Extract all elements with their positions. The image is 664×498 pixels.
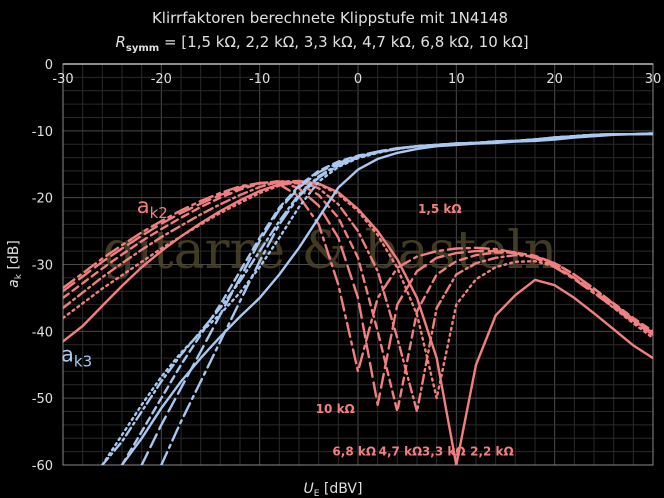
series-line-k3 [120, 132, 653, 465]
subtitle-r: R [115, 33, 125, 51]
series-line-k2 [63, 179, 653, 465]
ylabel-sub: k [14, 273, 24, 279]
subtitle-rest: = [1,5 kΩ, 2,2 kΩ, 3,3 kΩ, 4,7 kΩ, 6,8 k… [159, 33, 528, 51]
label-r10: 10 kΩ [316, 402, 355, 416]
y-tick-label: -60 [32, 459, 53, 474]
tick-labels: -30 -20 -10 0 10 20 30 0 -10 -20 -30 -40 -50 -60 [32, 58, 662, 474]
series-line-k2 [63, 181, 653, 373]
chart-title: Klirrfaktoren berechnete Klippstufe mit … [152, 9, 508, 27]
series-line-k2 [63, 179, 653, 413]
xlabel-rest: [dBV] [319, 481, 362, 497]
y-tick-label: -50 [32, 392, 53, 407]
xlabel-u: U [304, 481, 314, 497]
x-tick-label: 30 [645, 72, 662, 87]
x-tick-label: -10 [249, 72, 270, 87]
series-line-k2 [63, 180, 653, 406]
ylabel-a: a [6, 279, 22, 288]
x-tick-label: 20 [546, 72, 563, 87]
subtitle-sub: symm [126, 43, 159, 54]
series-line-k2 [63, 179, 653, 413]
x-tick-label: -30 [52, 72, 73, 87]
label-r47: 4,7 kΩ [379, 445, 423, 459]
y-tick-label: 0 [45, 58, 53, 73]
series-line-k2 [63, 180, 653, 400]
x-axis-label: UE [dBV] [304, 481, 363, 498]
label-ak2: ak2 [137, 194, 168, 222]
chart-subtitle: Rsymm = [1,5 kΩ, 2,2 kΩ, 3,3 kΩ, 4,7 kΩ,… [115, 33, 528, 54]
label-ak3: ak3 [61, 342, 92, 370]
label-r33: 3,3 kΩ [422, 445, 466, 459]
y-tick-label: -20 [32, 192, 53, 207]
label-r22: 2,2 kΩ [470, 445, 514, 459]
ylabel-rest: [dB] [6, 240, 22, 274]
xlabel-sub: E [314, 489, 320, 498]
x-tick-label: 0 [354, 72, 362, 87]
y-axis-label: ak [dB] [6, 240, 24, 288]
y-tick-label: -30 [32, 259, 53, 274]
y-tick-label: -10 [32, 125, 53, 140]
x-tick-label: -20 [151, 72, 172, 87]
label-r15: 1,5 kΩ [418, 202, 462, 216]
y-tick-label: -40 [32, 325, 53, 340]
series-layer [63, 132, 653, 465]
annotations: ak2 ak3 1,5 kΩ 10 kΩ 6,8 kΩ 4,7 kΩ 3,3 kΩ 2,2 k… [61, 194, 514, 459]
label-r68: 6,8 kΩ [332, 445, 376, 459]
x-tick-label: 10 [448, 72, 465, 87]
series-line-k3 [160, 132, 653, 465]
